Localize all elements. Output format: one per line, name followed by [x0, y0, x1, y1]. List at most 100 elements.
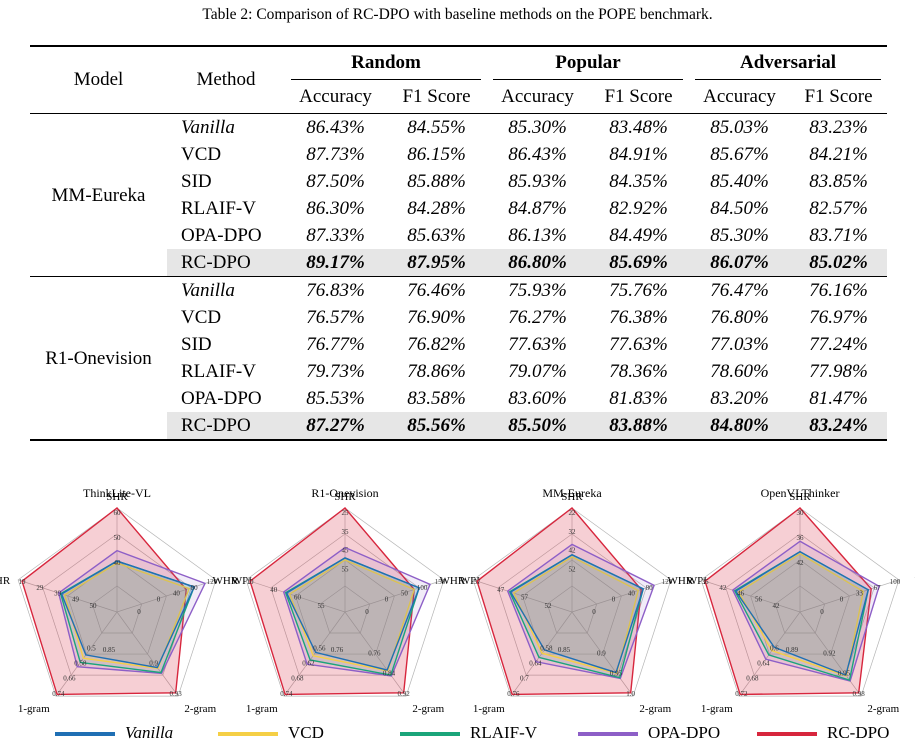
- value-cell: 77.98%: [809, 361, 868, 382]
- radar-tick-label: 55: [342, 565, 350, 573]
- radar-tick-label: 0.98: [853, 690, 866, 698]
- radar-axis-label: 2-gram: [184, 703, 216, 715]
- value-cell: 85.69%: [588, 249, 689, 277]
- radar-series-vcd: [512, 556, 640, 675]
- radar-title: ThinkLite-VL: [83, 486, 151, 500]
- radar-axis-label: 1-gram: [246, 703, 278, 715]
- radar-title: MM-Eureka: [542, 486, 602, 500]
- radar-tick-label: 0.68: [291, 675, 304, 683]
- value-cell: 84.87%: [508, 198, 567, 219]
- radar-axis-label: SHR: [789, 491, 811, 503]
- value-cell: 86.43%: [508, 144, 567, 165]
- radar-tick-label: 42: [569, 547, 577, 555]
- value-cell: 78.86%: [407, 361, 466, 382]
- value-cell: 84.28%: [407, 198, 466, 219]
- radar-tick-label: 40: [270, 586, 278, 594]
- value-cell: 83.85%: [809, 171, 868, 192]
- radar-center-label: 0.85: [103, 646, 116, 654]
- radar-tick-label: 40: [114, 559, 122, 567]
- radar-center-label: 0: [592, 608, 596, 616]
- radar-tick-label: 36: [702, 578, 710, 586]
- radar-center-label: 50: [90, 602, 98, 610]
- radar-tick-label: 60: [294, 594, 302, 602]
- radar-tick-label: 42: [797, 559, 805, 567]
- radar-spoke: [510, 611, 573, 697]
- radar-grid-ring: [700, 507, 900, 697]
- radar-tick-label: 120: [662, 578, 673, 586]
- radar-axis-label: WHR: [440, 575, 466, 587]
- value-cell: 76.57%: [306, 307, 365, 328]
- value-cell: 82.92%: [609, 198, 668, 219]
- value-cell: 84.80%: [689, 412, 790, 440]
- table-row: VCD 87.73% 86.15% 86.43% 84.91% 85.67% 84.21%: [30, 141, 887, 168]
- value-cell: 86.07%: [689, 249, 790, 277]
- radar-tick-label: 10: [247, 578, 255, 586]
- value-cell: 76.97%: [809, 307, 868, 328]
- radar-spoke: [571, 611, 634, 697]
- radar-tick-label: 0.64: [529, 659, 542, 667]
- legend-label: OPA-DPO: [648, 723, 721, 742]
- radar-axis-label: 2-gram: [639, 703, 671, 715]
- radar-tick-label: 0.92: [823, 649, 836, 657]
- radar-tick-label: 0.76: [368, 649, 381, 657]
- table-row: RLAIF-V 86.30% 84.28% 84.87% 82.92% 84.50% 82.…: [30, 195, 887, 222]
- radar-tick-label: 0.72: [735, 690, 748, 698]
- radar-series-rc-dpo: [249, 507, 415, 696]
- radar-tick-label: 50: [401, 590, 409, 598]
- value-cell: 85.56%: [386, 412, 487, 440]
- radar-tick-label: 0: [385, 596, 389, 604]
- radar-chart: OpenVLThinkerSHRWPI2-gram1-gramWHR303642…: [668, 486, 915, 715]
- radar-tick-label: 39: [54, 590, 62, 598]
- radar-grid-ring: [319, 585, 371, 634]
- radar-spoke: [700, 579, 801, 613]
- value-cell: 78.36%: [609, 361, 668, 382]
- radar-axis-label: 2-gram: [412, 703, 444, 715]
- radar-center-label: 42: [773, 602, 781, 610]
- radar-tick-label: 0.74: [52, 690, 65, 698]
- radar-tick-label: 0.84: [383, 670, 396, 678]
- value-cell: 83.60%: [508, 388, 567, 409]
- radar-tick-label: 0.93: [170, 690, 183, 698]
- value-cell: 85.88%: [407, 171, 466, 192]
- value-cell: 83.88%: [588, 412, 689, 440]
- value-cell: 85.03%: [689, 113, 790, 141]
- value-cell: 86.80%: [487, 249, 588, 277]
- value-cell: 76.38%: [609, 307, 668, 328]
- value-cell: 79.07%: [508, 361, 567, 382]
- radar-tick-label: 42: [719, 584, 727, 592]
- radar-tick-label: 40: [173, 590, 181, 598]
- legend-item: VCD: [218, 722, 324, 744]
- value-cell: 77.63%: [508, 334, 567, 355]
- radar-grid-ring: [774, 585, 826, 634]
- radar-tick-label: 0: [157, 596, 161, 604]
- value-cell: 75.76%: [588, 276, 689, 304]
- value-cell: 76.27%: [508, 307, 567, 328]
- legend-swatch: [218, 732, 278, 737]
- radar-axis-label: SHR: [561, 491, 583, 503]
- legend-label: RLAIF-V: [470, 723, 538, 742]
- table-caption: Table 2: Comparison of RC-DPO with basel…: [202, 6, 713, 23]
- value-cell: 77.03%: [710, 334, 769, 355]
- radar-tick-label: 36: [797, 534, 805, 542]
- radar-tick-label: 80: [646, 584, 654, 592]
- radar-tick-label: 100: [890, 578, 901, 586]
- value-cell: 85.67%: [710, 144, 769, 165]
- radar-charts: ThinkLite-VLSHRWPI2-gram1-gramWHR6050401…: [0, 486, 915, 715]
- radar-axis-label: WHR: [668, 575, 694, 587]
- value-cell: 82.57%: [809, 198, 868, 219]
- table-row: OPA-DPO 85.53% 83.58% 83.60% 81.83% 83.20% 81.…: [30, 385, 887, 412]
- value-cell: 86.30%: [306, 198, 365, 219]
- value-cell: 76.82%: [407, 334, 466, 355]
- radar-center-label: 0: [137, 608, 141, 616]
- radar-spoke: [116, 579, 217, 613]
- radar-tick-label: 0.92: [398, 690, 411, 698]
- subheader: Accuracy: [299, 86, 372, 107]
- value-cell: 84.35%: [609, 171, 668, 192]
- radar-spoke: [245, 579, 346, 613]
- value-cell: 85.50%: [487, 412, 588, 440]
- radar-axis-label: 2-gram: [867, 703, 899, 715]
- value-cell: 76.80%: [710, 307, 769, 328]
- radar-axis-label: SHR: [334, 491, 356, 503]
